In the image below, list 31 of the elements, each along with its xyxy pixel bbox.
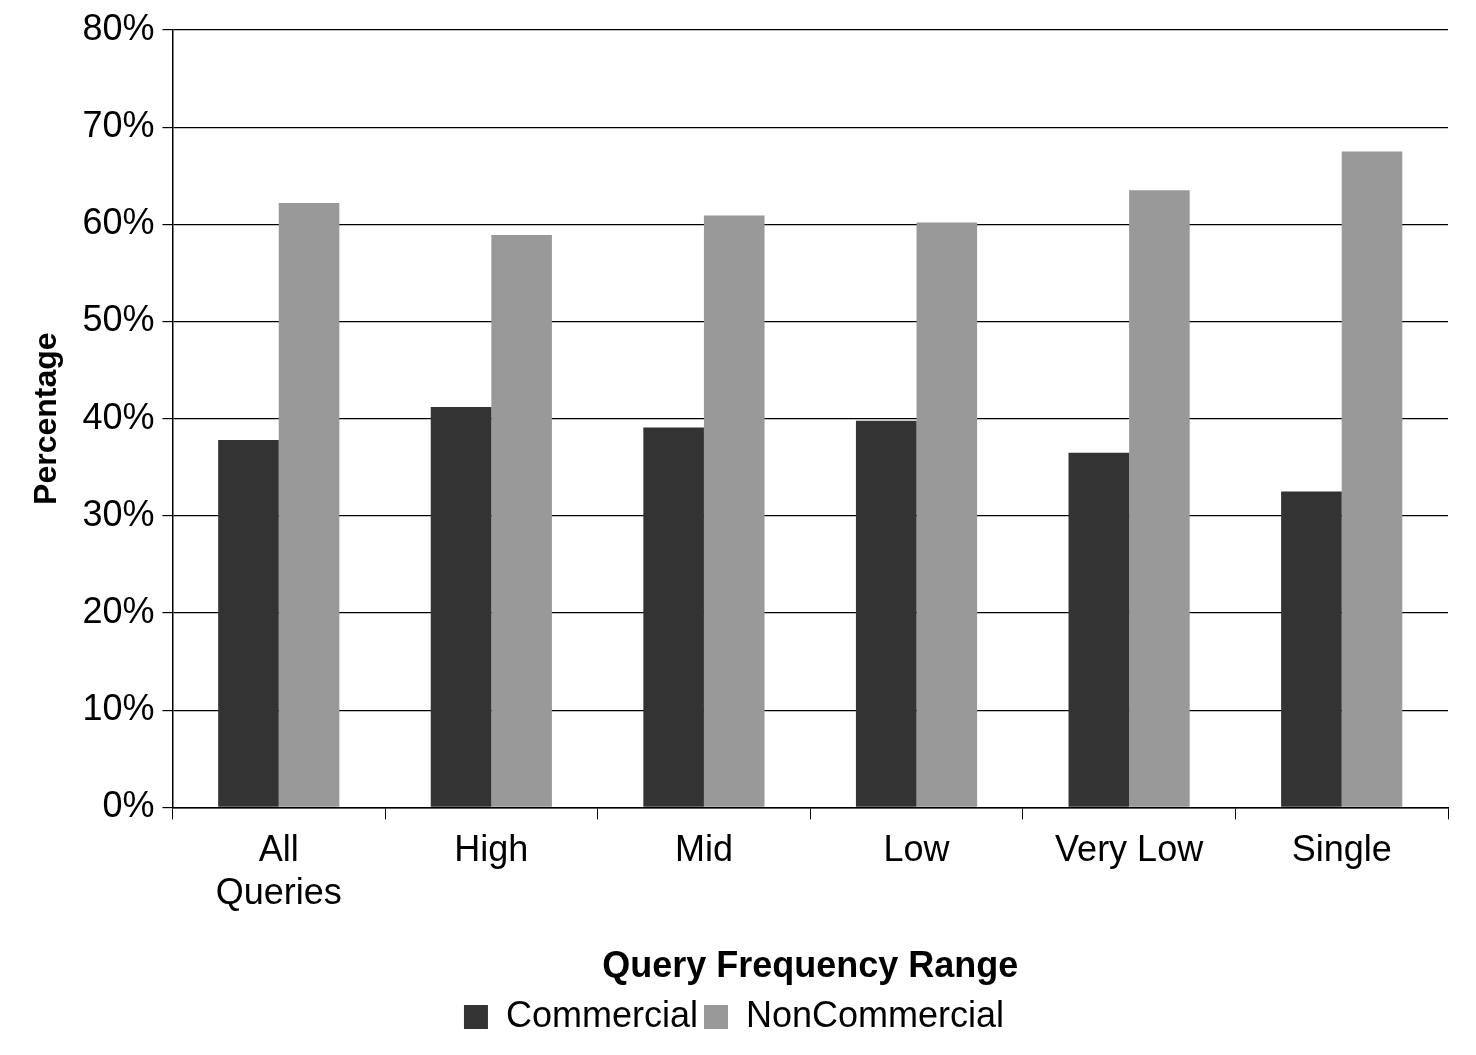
- y-tick-label: 30%: [82, 492, 155, 534]
- x-tick-label: All Queries: [215, 827, 342, 913]
- bar: [1341, 151, 1403, 807]
- bar: [278, 202, 340, 807]
- y-tick-label: 20%: [82, 589, 155, 631]
- bar: [1068, 452, 1130, 807]
- y-tick-label: 40%: [82, 395, 155, 437]
- y-tick-label: 50%: [82, 298, 155, 340]
- x-tick-label: Very Low: [1055, 827, 1205, 869]
- x-axis-title: Query Frequency Range: [602, 944, 1019, 986]
- bar: [491, 235, 552, 807]
- bar: [643, 427, 704, 807]
- y-tick-label: 60%: [82, 201, 155, 243]
- bar: [703, 215, 765, 807]
- x-tick-label: High: [454, 827, 529, 869]
- bar: [1281, 491, 1342, 807]
- y-tick-label: 70%: [82, 104, 155, 146]
- x-tick-label: Mid: [674, 827, 733, 869]
- y-axis-title: Percentage: [27, 332, 64, 505]
- x-tick-label: Low: [883, 827, 951, 869]
- y-tick-label: 10%: [82, 687, 155, 729]
- bar: [1129, 190, 1190, 807]
- y-tick-label: 0%: [102, 784, 155, 826]
- x-tick-label: Single: [1291, 827, 1392, 869]
- y-tick-label: 80%: [82, 6, 155, 48]
- bar: [916, 222, 978, 807]
- legend-label: NonCommercial: [745, 993, 1005, 1035]
- legend-label: Commercial: [505, 993, 698, 1035]
- bar: [855, 420, 917, 807]
- bar: [430, 407, 492, 807]
- bar: [218, 440, 279, 807]
